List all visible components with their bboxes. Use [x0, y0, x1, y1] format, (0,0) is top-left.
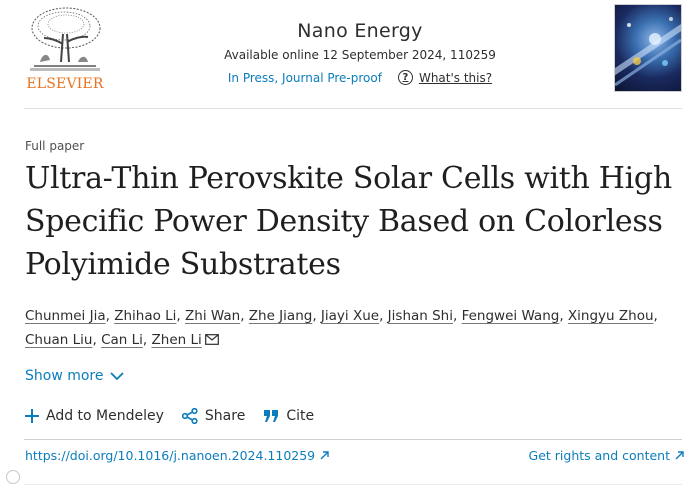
share-button[interactable]: Share: [181, 408, 246, 424]
author-list: Chunmei Jia, Zhihao Li, Zhi Wan, Zhe Jia…: [25, 308, 658, 348]
author-link[interactable]: Jishan Shi: [387, 308, 453, 324]
author-link-corresponding[interactable]: Zhen Li: [152, 332, 219, 348]
show-more-button[interactable]: Show more: [25, 368, 124, 384]
whats-this-label: What's this?: [418, 70, 493, 85]
publisher-name: ELSEVIER: [26, 76, 104, 92]
cover-art: [615, 17, 681, 87]
get-rights-label: Get rights and content: [528, 448, 670, 463]
status-line: In Press, Journal Pre-proof ? What's thi…: [120, 70, 600, 85]
journal-title[interactable]: Nano Energy: [297, 20, 423, 42]
author-link[interactable]: Zhe Jiang: [248, 308, 313, 324]
quote-icon: [264, 410, 279, 422]
author-link[interactable]: Can Li: [101, 332, 143, 348]
author-link[interactable]: Fengwei Wang: [461, 308, 560, 324]
share-icon: [181, 408, 198, 424]
chevron-down-icon: [109, 371, 124, 380]
doi-label: https://doi.org/10.1016/j.nanoen.2024.11…: [25, 448, 316, 463]
watermark: [6, 470, 20, 484]
footer-divider: [24, 439, 682, 440]
add-to-mendeley-label: Add to Mendeley: [46, 408, 164, 424]
cite-button[interactable]: Cite: [263, 408, 314, 424]
external-arrow-icon: [320, 451, 329, 460]
author-link[interactable]: Chunmei Jia: [25, 308, 106, 324]
add-to-mendeley-button[interactable]: Add to Mendeley: [25, 408, 164, 424]
header-divider: [24, 108, 682, 109]
article-title: Ultra-Thin Perovskite Solar Cells with H…: [25, 161, 672, 282]
watermark-logo-icon: [6, 470, 20, 484]
in-press-link[interactable]: In Press, Journal Pre-proof: [227, 70, 382, 85]
mail-icon: [204, 334, 219, 345]
author-link[interactable]: Xingyu Zhou: [567, 308, 654, 324]
article-type: Full paper: [25, 139, 85, 153]
author-link[interactable]: Chuan Liu: [25, 332, 93, 348]
whats-this-button[interactable]: ? What's this?: [397, 70, 493, 85]
bottom-divider: [24, 484, 682, 485]
journal-cover-image[interactable]: [614, 4, 682, 92]
author-link[interactable]: Jiayi Xue: [320, 308, 380, 324]
elsevier-tree-icon: [26, 4, 104, 74]
plus-icon: [25, 409, 39, 423]
doi-link[interactable]: https://doi.org/10.1016/j.nanoen.2024.11…: [25, 448, 329, 463]
external-arrow-icon: [675, 451, 684, 460]
show-more-label: Show more: [25, 368, 104, 384]
author-link[interactable]: Zhihao Li: [114, 308, 177, 324]
get-rights-link[interactable]: Get rights and content: [529, 448, 684, 463]
availability-date: Available online 12 September 2024, 1102…: [224, 48, 496, 62]
share-label: Share: [204, 408, 246, 424]
question-icon: ?: [397, 70, 413, 85]
journal-header: Nano Energy Available online 12 Septembe…: [120, 20, 600, 85]
author-name: Zhen Li: [151, 332, 202, 348]
article-actions: Add to Mendeley Share Cite: [25, 408, 314, 424]
author-link[interactable]: Zhi Wan: [185, 308, 241, 324]
cite-label: Cite: [286, 408, 315, 424]
elsevier-logo[interactable]: ELSEVIER: [24, 4, 106, 94]
